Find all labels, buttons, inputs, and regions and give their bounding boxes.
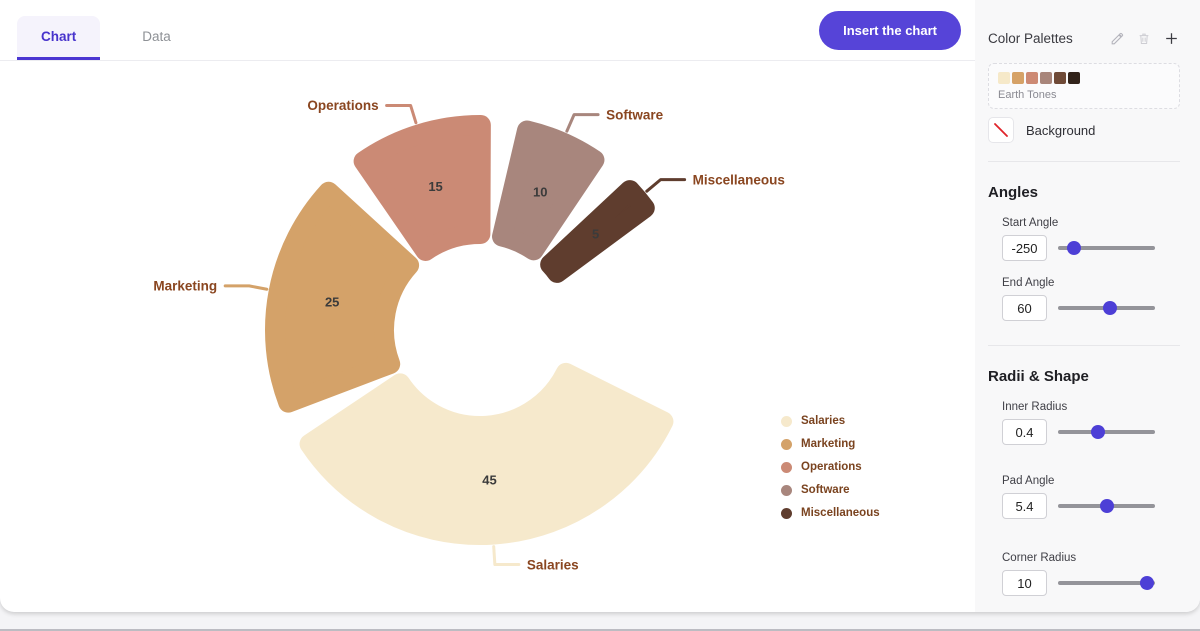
slice-value-label: 45	[482, 473, 496, 488]
legend-label: Miscellaneous	[801, 507, 880, 519]
label-leader-line	[385, 103, 418, 125]
divider	[988, 345, 1180, 346]
palette-name: Earth Tones	[998, 89, 1057, 101]
legend-swatch	[781, 415, 792, 427]
legend-item: Miscellaneous	[781, 507, 880, 519]
insert-chart-button[interactable]: Insert the chart	[819, 10, 961, 50]
label-leader-line	[565, 113, 600, 133]
pad-angle-label: Pad Angle	[1002, 475, 1055, 487]
slider-thumb[interactable]	[1100, 499, 1115, 513]
inner-radius-slider[interactable]	[1058, 425, 1155, 439]
divider	[988, 161, 1180, 162]
legend-item: Software	[781, 484, 880, 496]
palette-swatch	[1068, 72, 1080, 84]
end-angle-input[interactable]	[1002, 295, 1047, 321]
corner-radius-input[interactable]	[1002, 570, 1047, 596]
pad-angle-input[interactable]	[1002, 493, 1047, 519]
corner-radius-label: Corner Radius	[1002, 552, 1077, 564]
slice-value-label: 25	[325, 294, 339, 309]
donut-chart: 45 Salaries 25 Marketing 15 Operations 10 Softw…	[153, 98, 785, 572]
inner-radius-label: Inner Radius	[1002, 401, 1068, 413]
label-leader-line	[645, 178, 687, 193]
slider-thumb[interactable]	[1103, 301, 1118, 315]
palette-swatch	[1040, 72, 1052, 84]
start-angle-label: Start Angle	[1002, 217, 1059, 229]
edit-icon[interactable]	[1110, 31, 1125, 46]
settings-sidebar: Color Palettes Earth Tones	[975, 0, 1200, 612]
inner-radius-input[interactable]	[1002, 419, 1047, 445]
pad-angle-control: Pad Angle	[1002, 475, 1180, 519]
legend-swatch	[781, 484, 792, 496]
legend-label: Salaries	[801, 415, 846, 427]
legend-swatch	[781, 461, 792, 473]
slice-value-label: 5	[592, 226, 599, 241]
chart-canvas: 45 Salaries 25 Marketing 15 Operations 10 Softw…	[0, 61, 975, 612]
tab-chart[interactable]: Chart	[17, 16, 101, 60]
pie-slice-marketing	[265, 181, 420, 413]
legend-swatch	[781, 507, 792, 519]
radii-section-title: Radii & Shape	[988, 368, 1089, 385]
legend-swatch	[781, 438, 792, 450]
slice-category-label: Salaries	[527, 557, 579, 572]
legend-label: Operations	[801, 461, 862, 473]
tab-data[interactable]: Data	[142, 29, 171, 44]
pie-slice-miscellaneous	[540, 180, 655, 283]
background-label: Background	[1026, 122, 1096, 138]
add-icon[interactable]	[1163, 30, 1180, 47]
topbar: Chart Data Insert the chart	[0, 0, 975, 61]
tab-bar: Chart Data	[17, 0, 195, 60]
no-background-icon	[988, 117, 1014, 143]
slider-track	[1058, 430, 1155, 434]
slider-thumb[interactable]	[1066, 241, 1081, 255]
slice-category-label: Miscellaneous	[693, 172, 785, 187]
corner-radius-slider[interactable]	[1058, 576, 1155, 590]
legend-item: Marketing	[781, 438, 880, 450]
slider-thumb[interactable]	[1140, 576, 1155, 590]
start-angle-slider[interactable]	[1058, 241, 1155, 255]
slider-track	[1058, 246, 1155, 250]
end-angle-slider[interactable]	[1058, 301, 1155, 315]
start-angle-control: Start Angle	[1002, 217, 1180, 261]
corner-radius-control: Corner Radius	[1002, 552, 1180, 596]
main-panel: Chart Data Insert the chart 45 Salaries 25…	[0, 0, 975, 612]
palette-swatch	[1026, 72, 1038, 84]
label-leader-line	[492, 545, 521, 567]
start-angle-input[interactable]	[1002, 235, 1047, 261]
pad-angle-slider[interactable]	[1058, 499, 1155, 513]
inner-radius-control: Inner Radius	[1002, 401, 1180, 445]
slice-category-label: Software	[606, 107, 664, 122]
window-bottom-edge	[0, 629, 1200, 631]
slice-category-label: Operations	[307, 98, 378, 113]
slider-thumb[interactable]	[1090, 425, 1105, 439]
palette-swatch	[1012, 72, 1024, 84]
color-palettes-title: Color Palettes	[988, 31, 1073, 46]
palette-swatch	[1054, 72, 1066, 84]
legend-label: Software	[801, 484, 850, 496]
end-angle-label: End Angle	[1002, 277, 1055, 289]
palette-earth-tones[interactable]: Earth Tones	[988, 63, 1180, 109]
trash-icon[interactable]	[1137, 31, 1151, 46]
pie-slice-software	[492, 120, 605, 261]
legend-label: Marketing	[801, 438, 856, 450]
legend-item: Operations	[781, 461, 880, 473]
palette-swatch	[998, 72, 1010, 84]
end-angle-control: End Angle	[1002, 277, 1180, 321]
angles-section-title: Angles	[988, 184, 1039, 201]
slider-track	[1058, 581, 1155, 585]
label-leader-line	[223, 284, 269, 291]
palette-swatches	[998, 72, 1170, 84]
pie-slice-salaries	[299, 362, 674, 545]
pie-slice-operations	[353, 115, 491, 261]
background-option[interactable]: Background	[988, 117, 1180, 143]
legend-item: Salaries	[781, 415, 880, 427]
slice-value-label: 10	[533, 185, 547, 200]
chart-legend: Salaries Marketing Operations Software Misce…	[781, 415, 880, 530]
slice-value-label: 15	[428, 179, 442, 194]
slice-category-label: Marketing	[153, 279, 217, 294]
